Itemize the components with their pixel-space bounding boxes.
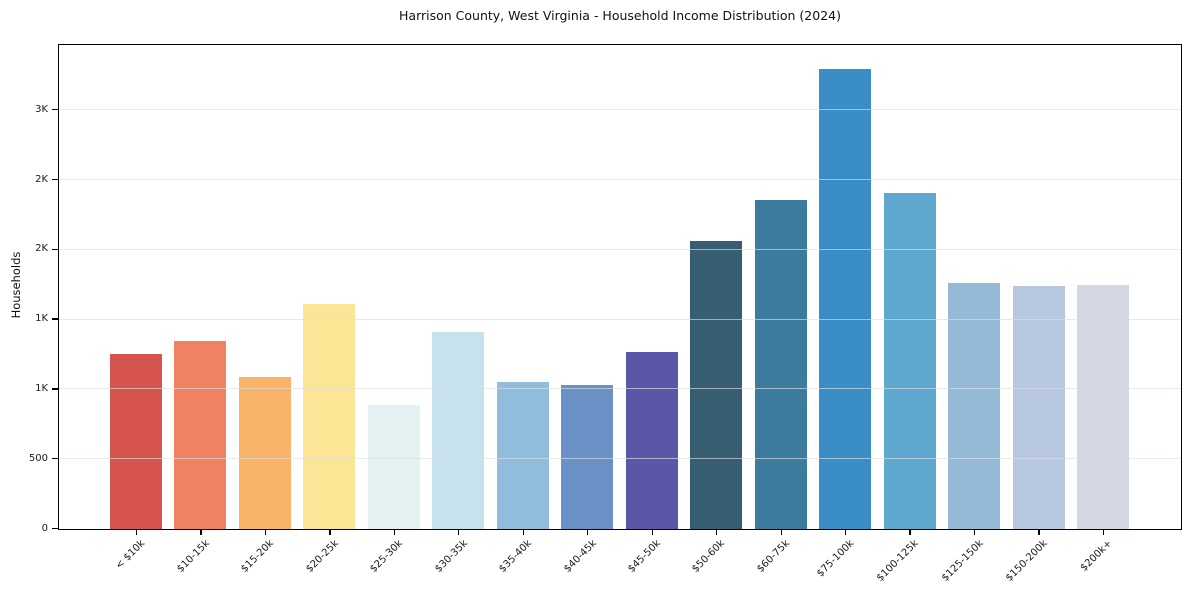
gridline-3000 xyxy=(59,109,1181,111)
bar-60-75k xyxy=(754,200,807,529)
x-tick-mark xyxy=(1102,529,1105,535)
y-tick-label: 2K xyxy=(35,243,48,255)
x-tick-label-10-15k: $10-15k xyxy=(174,538,212,575)
x-tick-label-20-25k: $20-25k xyxy=(303,538,341,575)
x-tick-mark xyxy=(844,529,847,535)
y-tick-label: 1K xyxy=(35,382,48,394)
x-tick-label-75-100k: $75-100k xyxy=(814,538,857,580)
y-axis-label: Households xyxy=(9,251,23,319)
x-tick-mark xyxy=(587,529,589,535)
x-tick-label-25-30k: $25-30k xyxy=(368,538,406,575)
bar-15-20k xyxy=(238,376,291,529)
bar-200k xyxy=(1077,285,1129,529)
x-tick-label-100-125k: $100-125k xyxy=(874,538,921,584)
x-tick-mark xyxy=(329,529,331,535)
y-tick-label: 0 xyxy=(41,522,48,534)
bar-150-200k xyxy=(1012,286,1065,529)
gridline-2000 xyxy=(59,248,1181,250)
y-tick-label: 3K xyxy=(35,103,48,115)
y-tick-mark xyxy=(52,388,58,390)
x-tick-mark xyxy=(651,529,653,535)
bar-40-45k xyxy=(561,384,614,529)
y-tick-mark xyxy=(52,527,58,530)
bar-45-50k xyxy=(625,352,678,529)
x-tick-label-40-45k: $40-45k xyxy=(561,538,599,575)
y-tick-label: 2K xyxy=(35,173,48,185)
gridline-500 xyxy=(59,458,1181,460)
x-tick-mark xyxy=(909,529,911,535)
x-tick-mark xyxy=(393,529,395,535)
gridline-1000 xyxy=(59,388,1181,390)
x-tick-label-60-75k: $60-75k xyxy=(755,538,792,575)
gridline-2500 xyxy=(59,179,1181,181)
y-tick-label: 1K xyxy=(35,313,48,325)
bar-10k xyxy=(110,353,162,529)
x-tick-label-35-40k: $35-40k xyxy=(497,538,535,575)
x-tick-mark xyxy=(780,529,782,535)
x-tick-mark xyxy=(200,529,202,535)
bar-75-100k xyxy=(819,69,872,529)
bar-125-150k xyxy=(948,282,1001,529)
bar-30-35k xyxy=(432,332,485,529)
y-tick-mark xyxy=(52,458,58,460)
x-tick-label-10k: < $10k xyxy=(113,538,148,572)
x-tick-mark xyxy=(264,529,267,535)
x-tick-label-150-200k: $150-200k xyxy=(1003,538,1050,584)
bar-35-40k xyxy=(496,382,549,529)
x-tick-mark xyxy=(973,529,976,535)
bar-10-15k xyxy=(174,341,227,529)
x-tick-label-125-150k: $125-150k xyxy=(939,538,986,584)
y-tick-mark xyxy=(52,178,58,181)
bar-100-125k xyxy=(883,192,936,529)
x-tick-mark xyxy=(135,529,138,535)
bar-20-25k xyxy=(303,303,356,529)
bar-50-60k xyxy=(690,241,743,529)
x-tick-label-50-60k: $50-60k xyxy=(690,538,728,575)
x-tick-label-15-20k: $15-20k xyxy=(239,538,277,575)
y-tick-mark xyxy=(52,248,58,250)
x-tick-label-30-35k: $30-35k xyxy=(432,538,470,575)
bar-25-30k xyxy=(367,405,420,529)
x-tick-mark xyxy=(1038,529,1040,535)
y-tick-mark xyxy=(52,109,58,111)
x-tick-label-200k: $200k+ xyxy=(1078,538,1115,574)
x-tick-mark xyxy=(458,529,460,535)
x-tick-mark xyxy=(522,529,524,535)
y-tick-label: 500 xyxy=(28,452,48,464)
gridline-1500 xyxy=(59,318,1181,320)
y-tick-mark xyxy=(52,318,58,320)
x-tick-label-45-50k: $45-50k xyxy=(626,538,664,575)
x-tick-mark xyxy=(716,529,718,535)
plot-area xyxy=(58,44,1182,530)
chart-title: Harrison County, West Virginia - Househo… xyxy=(399,8,841,23)
